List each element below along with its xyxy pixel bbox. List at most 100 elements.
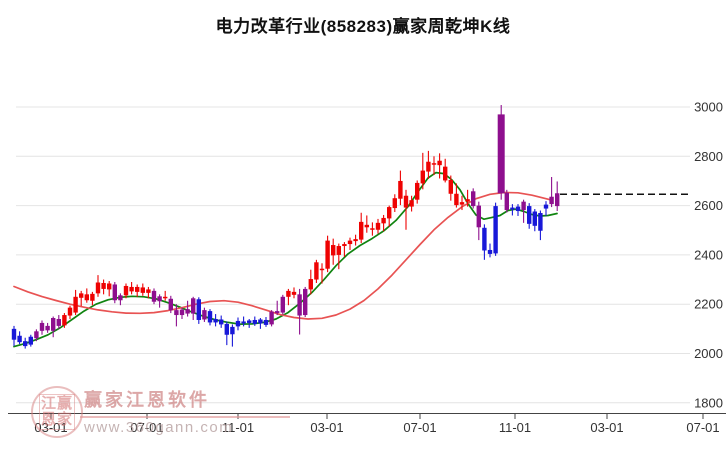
- candle-body: [146, 289, 151, 293]
- candle-body: [34, 331, 39, 339]
- candle-body: [73, 296, 78, 313]
- candle-body: [493, 206, 498, 254]
- candle-body: [504, 192, 509, 211]
- candle-body: [314, 262, 319, 280]
- candle-body: [364, 224, 369, 228]
- candle-body: [403, 195, 409, 208]
- candle-body: [11, 328, 17, 340]
- candle-body: [275, 311, 280, 314]
- candle-body: [196, 299, 201, 320]
- candle-body: [95, 282, 101, 294]
- candle-body: [163, 296, 168, 299]
- candle-body: [510, 207, 515, 210]
- candle-body: [471, 191, 476, 207]
- candle-body: [359, 221, 364, 240]
- candle-body: [465, 199, 470, 202]
- candle-body: [443, 166, 448, 181]
- candle-body: [45, 325, 50, 331]
- x-tick-label: 07-01: [130, 420, 163, 435]
- candle-body: [387, 207, 392, 219]
- y-axis-labels: 3000 2800 2600 2400 2200 2000 1800: [694, 100, 723, 411]
- candle-body: [79, 293, 84, 298]
- candle-body: [67, 307, 73, 316]
- chart-title: 电力改革行业(858283)赢家周乾坤K线: [215, 17, 511, 36]
- candle-body: [174, 310, 179, 316]
- candle-body: [263, 319, 269, 325]
- candle-body: [140, 287, 145, 293]
- candle-body: [532, 211, 537, 226]
- ma_slow_red: [13, 191, 553, 320]
- candle-body: [185, 309, 190, 314]
- candle-body: [28, 336, 33, 345]
- candle-body: [90, 293, 95, 301]
- y-tick-label: 3000: [694, 100, 723, 115]
- candle-body: [353, 239, 358, 242]
- candle-body: [515, 206, 521, 212]
- candle-body: [286, 290, 291, 297]
- x-tick-label: 11-01: [222, 420, 254, 435]
- grid-lines: [16, 106, 690, 404]
- x-tick-label: 03-01: [590, 420, 623, 435]
- candle-body: [258, 319, 263, 324]
- candle-body: [543, 204, 549, 209]
- candle-body: [123, 285, 129, 296]
- candle-body: [213, 318, 218, 323]
- candle-body: [247, 320, 252, 323]
- candle-body: [476, 205, 481, 228]
- candles: [11, 105, 560, 349]
- candle-body: [168, 298, 173, 311]
- candle-body: [179, 309, 185, 316]
- candle-body: [151, 290, 157, 302]
- candle-body: [101, 283, 106, 289]
- candle-body: [303, 288, 308, 316]
- candle-body: [219, 319, 224, 325]
- candle-body: [135, 286, 140, 292]
- candle-body: [331, 245, 336, 256]
- candle-body: [454, 193, 459, 206]
- candle-body: [549, 196, 554, 205]
- candle-body: [347, 240, 353, 245]
- candle-body: [398, 180, 403, 199]
- x-tick-label: 11-01: [499, 420, 531, 435]
- candle-body: [62, 315, 67, 326]
- candle-body: [437, 160, 442, 166]
- candle-body: [107, 283, 112, 290]
- candle-body: [308, 279, 313, 290]
- candle-body: [342, 244, 347, 247]
- candle-body: [392, 198, 397, 209]
- candle-body: [325, 240, 330, 269]
- candle-body: [291, 291, 297, 295]
- candle-body: [448, 179, 453, 194]
- candle-body: [51, 318, 56, 331]
- candle-body: [280, 296, 285, 313]
- candle-body: [426, 161, 431, 172]
- candle-body: [252, 319, 257, 324]
- y-tick-label: 2400: [694, 247, 723, 262]
- candle-body: [157, 296, 162, 302]
- y-tick-label: 2000: [694, 346, 723, 361]
- candle-body: [370, 228, 375, 230]
- candle-body: [538, 212, 543, 231]
- candle-body: [555, 193, 560, 207]
- x-axis: 03-01 07-01 11-01 03-01 07-01 11-01 03-01 07-01: [8, 413, 726, 435]
- candle-body: [482, 227, 487, 251]
- candle-body: [336, 246, 341, 255]
- candle-body: [224, 323, 229, 335]
- candle-body: [17, 335, 22, 343]
- candle-body: [409, 200, 414, 207]
- candle-body: [202, 310, 207, 320]
- candle-body: [497, 114, 505, 194]
- candle-body: [191, 298, 196, 314]
- y-tick-label: 2200: [694, 297, 723, 312]
- candle-body: [56, 318, 61, 326]
- candle-body: [459, 202, 465, 205]
- x-tick-label: 03-01: [34, 420, 67, 435]
- candle-body: [235, 320, 241, 327]
- candle-body: [112, 284, 117, 301]
- candle-body: [420, 170, 425, 184]
- candle-body: [39, 322, 45, 331]
- candle-body: [230, 326, 235, 335]
- candle-body: [269, 311, 274, 325]
- candle-body: [527, 206, 532, 224]
